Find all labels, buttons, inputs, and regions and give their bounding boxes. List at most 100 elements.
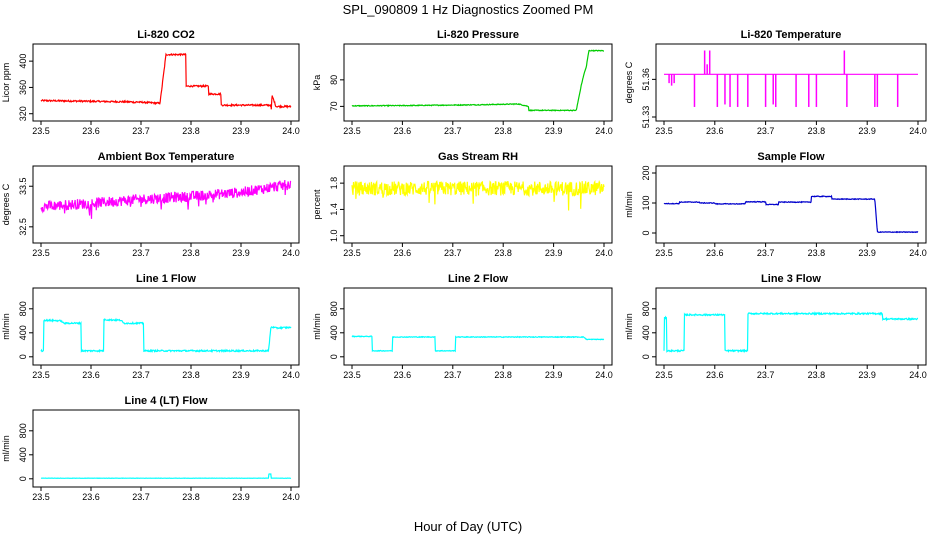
x-tick-label: 24.0 bbox=[909, 126, 927, 136]
x-tick-label: 23.5 bbox=[32, 248, 50, 258]
panel-title: Li-820 Temperature bbox=[741, 29, 842, 41]
y-tick-label: 320 bbox=[18, 106, 28, 121]
x-tick-label: 23.5 bbox=[655, 126, 673, 136]
chart-panel-3: Li-820 Temperature degrees C 23.5 23.6 23.7 2… bbox=[624, 29, 927, 136]
x-tick-label: 23.6 bbox=[706, 248, 724, 258]
x-tick-label: 23.6 bbox=[394, 248, 412, 258]
panel-title: Ambient Box Temperature bbox=[98, 151, 235, 163]
y-tick-label: 0 bbox=[329, 354, 339, 359]
x-tick-label: 23.7 bbox=[444, 126, 462, 136]
y-axis-label: ml/min bbox=[624, 313, 634, 340]
x-tick-label: 23.8 bbox=[808, 126, 826, 136]
x-tick-label: 23.7 bbox=[757, 248, 775, 258]
y-axis-label: percent bbox=[312, 189, 322, 220]
y-tick-label: 800 bbox=[641, 301, 651, 316]
x-tick-label: 23.9 bbox=[858, 248, 876, 258]
chart-panel-6: Sample Flow ml/min 23.5 23.6 23.7 23.8 23.9 24.… bbox=[624, 151, 927, 258]
x-tick-label: 24.0 bbox=[909, 248, 927, 258]
series-line bbox=[40, 179, 292, 219]
x-tick-label: 23.7 bbox=[757, 370, 775, 380]
y-tick-label: 0 bbox=[18, 476, 28, 481]
x-tick-label: 23.5 bbox=[343, 370, 361, 380]
x-tick-label: 23.6 bbox=[82, 248, 100, 258]
x-tick-label: 23.6 bbox=[394, 126, 412, 136]
figure-x-axis-label: Hour of Day (UTC) bbox=[414, 519, 522, 534]
x-tick-label: 23.9 bbox=[858, 370, 876, 380]
x-tick-label: 23.6 bbox=[706, 370, 724, 380]
chart-panel-1: Li-820 CO2 Licor ppm 23.5 23.6 23.7 23.8 23.9 2… bbox=[1, 29, 300, 136]
series-line bbox=[40, 473, 292, 479]
x-tick-label: 23.6 bbox=[706, 126, 724, 136]
chart-panel-5: Gas Stream RH percent 23.5 23.6 23.7 23.8 23.9… bbox=[312, 151, 613, 258]
x-tick-label: 23.8 bbox=[494, 248, 512, 258]
x-tick-label: 23.8 bbox=[182, 248, 200, 258]
x-tick-label: 24.0 bbox=[595, 370, 613, 380]
panel-title: Line 3 Flow bbox=[761, 273, 821, 285]
x-tick-label: 23.9 bbox=[545, 126, 563, 136]
y-tick-label: 80 bbox=[329, 75, 339, 85]
plot-frame bbox=[343, 43, 613, 122]
x-tick-label: 24.0 bbox=[282, 248, 300, 258]
x-tick-label: 23.9 bbox=[232, 370, 250, 380]
panel-title: Gas Stream RH bbox=[438, 151, 518, 163]
panel-title: Line 4 (LT) Flow bbox=[125, 395, 208, 407]
y-tick-label: 51.36 bbox=[641, 68, 651, 91]
chart-panel-9: Line 3 Flow ml/min 23.5 23.6 23.7 23.8 23.9 24.… bbox=[624, 273, 927, 380]
y-axis-label: ml/min bbox=[1, 313, 11, 340]
series-line bbox=[40, 52, 292, 110]
plot-frame bbox=[32, 165, 300, 244]
x-tick-label: 23.6 bbox=[82, 492, 100, 502]
y-tick-label: 100 bbox=[641, 195, 651, 210]
y-axis-label: ml/min bbox=[1, 435, 11, 462]
chart-panel-7: Line 1 Flow ml/min 23.5 23.6 23.7 23.8 23.9 24.… bbox=[1, 273, 300, 380]
y-axis-label: kPa bbox=[312, 75, 322, 91]
y-axis-label: ml/min bbox=[624, 191, 634, 218]
y-axis-label: Licor ppm bbox=[1, 63, 11, 103]
y-tick-label: 360 bbox=[18, 80, 28, 95]
chart-panel-8: Line 2 Flow ml/min 23.5 23.6 23.7 23.8 23.9 24.… bbox=[312, 273, 613, 380]
panel-title: Li-820 CO2 bbox=[137, 29, 194, 41]
chart-panel-2: Li-820 Pressure kPa 23.5 23.6 23.7 23.8 23.9 24… bbox=[312, 29, 613, 136]
x-tick-label: 23.8 bbox=[182, 492, 200, 502]
y-tick-label: 400 bbox=[18, 325, 28, 340]
plot-frame bbox=[32, 43, 300, 122]
series-line bbox=[663, 311, 919, 354]
y-tick-label: 0 bbox=[641, 230, 651, 235]
plot-frame bbox=[32, 409, 300, 488]
x-tick-label: 24.0 bbox=[909, 370, 927, 380]
panel-title: Li-820 Pressure bbox=[437, 29, 519, 41]
x-tick-label: 24.0 bbox=[282, 492, 300, 502]
series-line bbox=[351, 49, 604, 112]
x-tick-label: 23.7 bbox=[132, 248, 150, 258]
x-tick-label: 23.5 bbox=[32, 370, 50, 380]
y-tick-label: 0 bbox=[641, 354, 651, 359]
x-tick-label: 23.9 bbox=[232, 126, 250, 136]
plot-frame bbox=[655, 165, 927, 244]
x-tick-label: 23.9 bbox=[232, 492, 250, 502]
y-axis-label: degrees C bbox=[1, 183, 11, 225]
y-tick-label: 1.4 bbox=[329, 203, 339, 216]
x-tick-label: 24.0 bbox=[595, 248, 613, 258]
x-tick-label: 24.0 bbox=[595, 126, 613, 136]
x-tick-label: 23.7 bbox=[444, 370, 462, 380]
series-line bbox=[351, 335, 605, 353]
x-tick-label: 23.9 bbox=[545, 370, 563, 380]
y-tick-label: 400 bbox=[329, 325, 339, 340]
x-tick-label: 23.8 bbox=[182, 126, 200, 136]
y-tick-label: 0 bbox=[18, 354, 28, 359]
plot-frame bbox=[343, 287, 613, 366]
x-tick-label: 23.6 bbox=[82, 126, 100, 136]
x-tick-label: 23.7 bbox=[757, 126, 775, 136]
x-tick-label: 23.9 bbox=[232, 248, 250, 258]
x-tick-label: 23.8 bbox=[494, 370, 512, 380]
figure-title: SPL_090809 1 Hz Diagnostics Zoomed PM bbox=[343, 2, 594, 17]
y-axis-label: degrees C bbox=[624, 61, 634, 103]
x-tick-label: 23.8 bbox=[808, 370, 826, 380]
x-tick-label: 23.5 bbox=[343, 248, 361, 258]
y-tick-label: 400 bbox=[18, 54, 28, 69]
y-tick-label: 800 bbox=[329, 301, 339, 316]
x-tick-label: 23.8 bbox=[182, 370, 200, 380]
x-tick-label: 23.8 bbox=[494, 126, 512, 136]
x-tick-label: 23.7 bbox=[444, 248, 462, 258]
